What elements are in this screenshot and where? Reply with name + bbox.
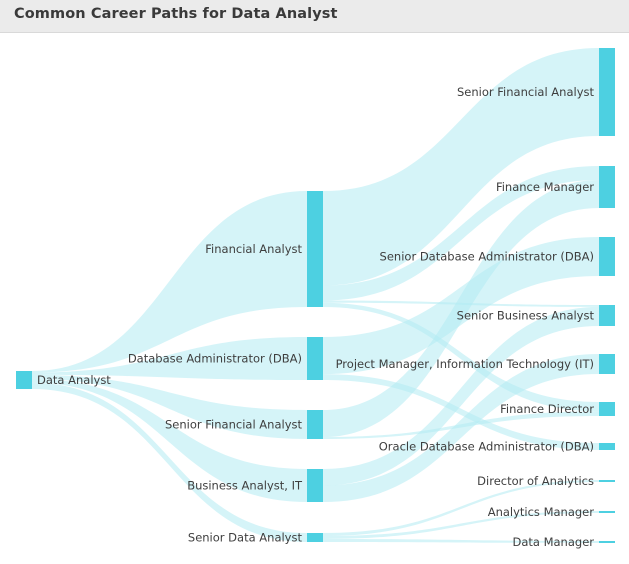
link-ba-to-sba <box>323 306 599 486</box>
links-layer <box>32 48 599 543</box>
link-da-to-sda <box>32 382 307 542</box>
node-label-finance-director: Finance Director <box>500 402 594 416</box>
link-fa-to-sfa2 <box>323 48 599 286</box>
node-project-manager-information-technology-it-pm <box>599 354 615 374</box>
node-label-financial-analyst: Financial Analyst <box>205 242 302 256</box>
node-business-analyst-it-ba <box>307 469 323 502</box>
node-senior-financial-analyst-sfa1 <box>307 410 323 439</box>
node-data-analyst-da <box>16 371 32 389</box>
link-fa-to-fm <box>323 166 599 301</box>
sankey-svg: Data Analyst Financial Analyst Database Ad… <box>16 48 615 549</box>
link-fa-to-fd <box>323 302 599 412</box>
link-da-to-ba <box>32 378 307 502</box>
link-da-to-sfa1 <box>32 374 307 439</box>
node-label-senior-data-analyst: Senior Data Analyst <box>188 531 303 545</box>
node-label-analytics-manager: Analytics Manager <box>488 505 595 519</box>
link-sda-to-doa <box>323 480 599 536</box>
node-financial-analyst-fa <box>307 191 323 307</box>
node-label-senior-business-analyst: Senior Business Analyst <box>457 309 595 323</box>
labels-layer: Data Analyst Financial Analyst Database Ad… <box>37 85 594 549</box>
link-ba-to-pm <box>323 354 599 502</box>
chart-header: Common Career Paths for Data Analyst <box>0 0 629 33</box>
node-label-business-analyst-it: Business Analyst, IT <box>187 479 303 493</box>
node-label-senior-database-administrator-dba: Senior Database Administrator (DBA) <box>380 250 594 264</box>
node-finance-manager-fm <box>599 166 615 208</box>
nodes-layer <box>16 48 615 543</box>
link-dba-to-odba <box>323 374 599 450</box>
node-finance-director-fd <box>599 402 615 416</box>
link-sda-to-am <box>323 511 599 539</box>
node-senior-business-analyst-sba <box>599 305 615 326</box>
node-label-director-of-analytics: Director of Analytics <box>477 474 594 488</box>
node-director-of-analytics-doa <box>599 480 615 482</box>
node-label-oracle-database-administrator-dba: Oracle Database Administrator (DBA) <box>379 440 594 454</box>
node-senior-data-analyst-sda <box>307 533 323 542</box>
link-da-to-dba <box>32 337 307 380</box>
node-data-manager-dm <box>599 541 615 543</box>
link-sda-to-dm <box>323 539 599 543</box>
node-label-finance-manager: Finance Manager <box>496 180 594 194</box>
node-senior-database-administrator-dba-sdba <box>599 237 615 276</box>
node-label-database-administrator-dba: Database Administrator (DBA) <box>128 352 302 366</box>
node-oracle-database-administrator-dba-odba <box>599 443 615 450</box>
node-label-senior-financial-analyst: Senior Financial Analyst <box>165 418 302 432</box>
link-sfa1-to-fm <box>323 180 599 438</box>
node-database-administrator-dba-dba <box>307 337 323 380</box>
node-senior-financial-analyst-sfa2 <box>599 48 615 136</box>
node-label-data-manager: Data Manager <box>512 535 594 549</box>
career-path-sankey: Data Analyst Financial Analyst Database Ad… <box>0 33 629 564</box>
node-label-senior-financial-analyst: Senior Financial Analyst <box>457 85 594 99</box>
node-label-project-manager-information-technology-it: Project Manager, Information Technology … <box>336 357 594 371</box>
node-analytics-manager-am <box>599 511 615 513</box>
chart-title: Common Career Paths for Data Analyst <box>14 6 338 22</box>
node-label-data-analyst: Data Analyst <box>37 373 111 387</box>
link-da-to-fa <box>32 191 307 373</box>
